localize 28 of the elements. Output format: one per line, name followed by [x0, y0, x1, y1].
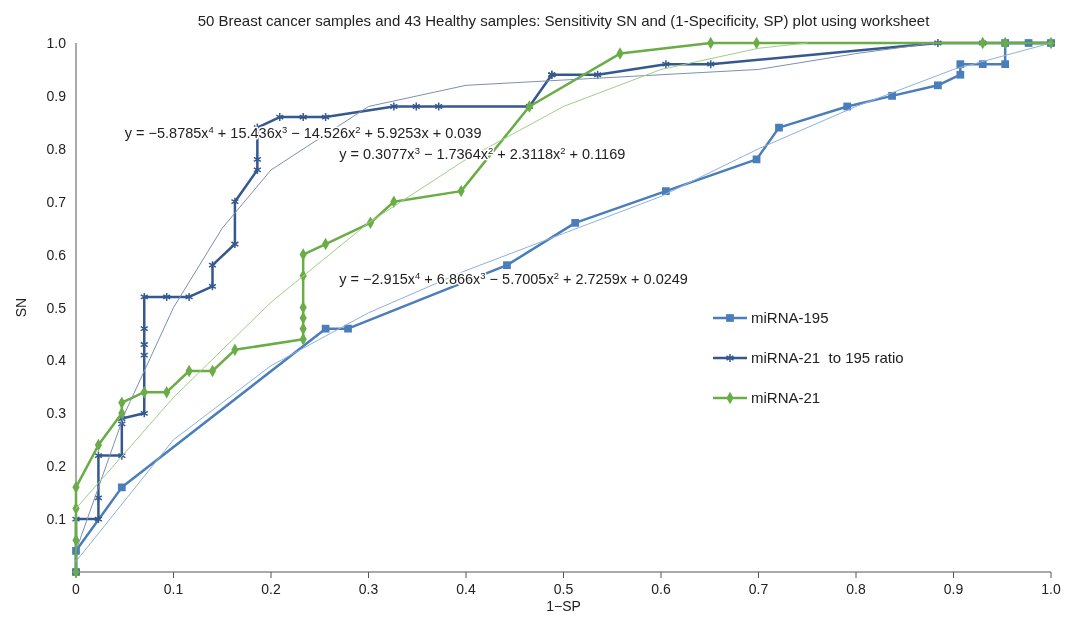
x-tick-label: 0.6 [651, 581, 671, 597]
x-tick-label: 1.0 [1041, 581, 1061, 597]
y-tick-label: 0.4 [46, 352, 67, 369]
legend-label: miRNA-195 [751, 309, 829, 326]
x-tick-label: 0.7 [748, 581, 769, 597]
y-tick-label: 0.5 [46, 299, 67, 316]
x-tick-label: 0.9 [943, 581, 964, 597]
x-tick-label: 0.4 [456, 581, 476, 597]
y-tick-label: 0.1 [46, 511, 67, 528]
y-tick-label: 1.0 [46, 35, 67, 51]
y-axis-title: SN [13, 297, 29, 318]
y-tick-label: 0.3 [46, 405, 67, 422]
legend-label: miRNA-21 to 195 ratio [751, 349, 904, 366]
y-tick-label: 0.7 [46, 193, 67, 210]
legend-label: miRNA-21 [751, 389, 821, 406]
annotation: y = 0.3077x$^{3}$ − 1.7364x$^{2}$ + 2.3118x$^{2}$ + 0.1169 [339, 144, 626, 163]
x-tick-label: 0.1 [163, 581, 184, 597]
x-tick-label: 0.2 [261, 581, 281, 597]
x-tick-label: 0.3 [358, 581, 379, 597]
y-tick-label: 0.9 [46, 87, 67, 104]
x-tick-label: 0.8 [846, 581, 866, 597]
y-tick-label: 0.6 [46, 246, 67, 263]
x-axis-title: 1−SP [546, 598, 581, 614]
x-tick-label: 0.5 [553, 581, 574, 597]
y-tick-label: 0.2 [46, 458, 67, 475]
x-tick-label: 0 [72, 581, 81, 597]
chart-title: 50 Breast cancer samples and 43 Healthy samples: Sensitivity SN and (1-Specificity, SP) plot using worksheet [197, 12, 931, 29]
y-tick-label: 0.8 [46, 140, 67, 157]
